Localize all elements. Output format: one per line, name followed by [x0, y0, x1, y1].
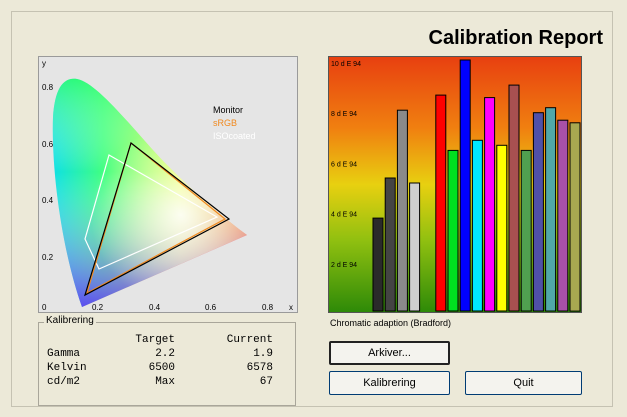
report-frame	[11, 11, 613, 407]
page-title: Calibration Report	[428, 27, 603, 49]
y-tick-label: 8 d E 94	[331, 111, 357, 118]
bar-11	[520, 149, 532, 312]
bar-6	[459, 59, 471, 312]
y-tick-label: 10 d E 94	[331, 61, 361, 68]
delta-e-bar-chart: 10 d E 94 8 d E 94 6 d E 94 4 d E 94 2 d E 9…	[328, 56, 582, 313]
bar-2	[396, 109, 408, 312]
quit-button[interactable]: Quit	[465, 371, 582, 395]
kalibrering-group	[38, 322, 296, 406]
x-axis-label: x	[289, 303, 293, 312]
legend-monitor: Monitor	[213, 105, 243, 115]
table-cell: 1.9	[253, 348, 273, 360]
bar-0	[372, 217, 384, 312]
table-row: Kelvin 6500 6578	[47, 362, 287, 376]
isocoated-gamut-triangle	[84, 154, 219, 270]
table-cell: Gamma	[47, 348, 81, 360]
y-tick-label: 2 d E 94	[331, 262, 357, 269]
kalibrering-button[interactable]: Kalibrering	[329, 371, 450, 395]
bar-10	[508, 84, 520, 312]
table-cell: 6578	[246, 362, 273, 374]
tick-y-0-6: 0.6	[42, 140, 54, 149]
calibration-table: Target Current Gamma 2.2 1.9 Kelvin 6500…	[47, 334, 287, 390]
legend-isocoated: ISOcoated	[213, 131, 256, 141]
tick-x-0-2: 0.2	[92, 303, 104, 312]
tick-y-0-4: 0.4	[42, 196, 54, 205]
monitor-gamut-triangle	[84, 141, 231, 297]
y-tick-label: 4 d E 94	[331, 212, 357, 219]
gamut-svg: y 0.8 0.6 0.4 0.2 0 0.2 0.4 0.6 0.8 x Mo…	[42, 59, 293, 312]
table-cell: 6500	[148, 362, 175, 374]
bar-9	[496, 144, 508, 312]
bar-8	[484, 97, 496, 312]
table-header-row: Target Current	[47, 334, 287, 348]
tick-y-0-2: 0.2	[42, 253, 54, 262]
table-cell: 67	[259, 376, 273, 388]
table-cell: Kelvin	[47, 362, 87, 374]
y-tick-label: 6 d E 94	[331, 161, 357, 168]
y-axis-label: y	[42, 59, 46, 68]
bar-15	[569, 122, 581, 312]
tick-x-0-4: 0.4	[149, 303, 161, 312]
arkiver-button[interactable]: Arkiver...	[329, 341, 450, 365]
bar-3	[409, 182, 421, 312]
table-header: Target	[135, 334, 175, 346]
tick-origin: 0	[42, 303, 47, 312]
table-cell: 2.2	[155, 348, 175, 360]
bar-13	[545, 107, 557, 312]
table-row: cd/m2 Max 67	[47, 376, 287, 390]
table-row: Gamma 2.2 1.9	[47, 348, 287, 362]
spectral-locus	[52, 78, 247, 308]
tick-y-0-8: 0.8	[42, 83, 54, 92]
table-cell: cd/m2	[47, 376, 81, 388]
bar-chart-svg: 10 d E 94 8 d E 94 6 d E 94 4 d E 94 2 d E 9…	[329, 57, 581, 312]
kalibrering-group-title: Kalibrering	[44, 315, 96, 326]
bar-5	[447, 149, 459, 312]
bar-4	[435, 94, 447, 312]
bar-14	[557, 119, 569, 312]
chart-caption: Chromatic adaption (Bradford)	[330, 318, 452, 328]
bar-7	[471, 139, 483, 312]
cie-gamut-diagram: y 0.8 0.6 0.4 0.2 0 0.2 0.4 0.6 0.8 x Mo…	[38, 56, 298, 313]
table-cell: Max	[155, 376, 175, 388]
srgb-gamut-triangle	[86, 141, 227, 295]
table-header: Current	[226, 334, 273, 346]
legend-srgb: sRGB	[213, 118, 237, 128]
bar-1	[384, 177, 396, 312]
tick-x-0-6: 0.6	[205, 303, 217, 312]
tick-x-0-8: 0.8	[262, 303, 274, 312]
bar-12	[532, 112, 544, 312]
